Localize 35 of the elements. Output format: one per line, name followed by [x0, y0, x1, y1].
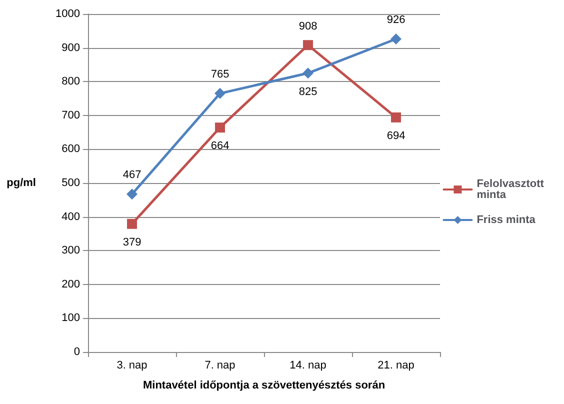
y-tick-label: 600: [62, 143, 80, 156]
point: [390, 34, 402, 45]
legend-label: Friss minta: [476, 214, 536, 226]
data-label: 379: [122, 236, 142, 248]
data-label: 926: [386, 14, 406, 26]
data-label: 825: [298, 86, 318, 98]
x-axis-title: Mintavétel időpontja a szövettenyésztés során: [142, 380, 386, 392]
data-label: 467: [122, 169, 142, 182]
point: [126, 188, 138, 200]
data-label: 908: [298, 20, 318, 33]
y-axis-title: pg/ml: [6, 177, 36, 189]
point: [303, 40, 313, 50]
x-tick-label: 3. nap: [116, 360, 148, 372]
point: [215, 122, 225, 133]
point: [214, 88, 226, 99]
y-tick-label: 700: [62, 109, 80, 122]
x-tick-label: 7. nap: [204, 360, 236, 372]
y-tick-label: 100: [62, 312, 80, 324]
y-tick-label: 400: [62, 210, 80, 223]
y-tick-label: 1000: [56, 8, 80, 20]
point: [127, 218, 137, 229]
data-label: 765: [210, 68, 230, 80]
point: [302, 68, 314, 79]
data-label: 664: [210, 140, 230, 152]
y-tick-label: 0: [74, 346, 80, 358]
x-tick-label: 14. nap: [290, 360, 326, 372]
y-tick-label: 300: [62, 244, 80, 257]
point: [391, 112, 401, 122]
y-tick-label: 500: [62, 177, 80, 189]
x-tick-label: 21. nap: [378, 360, 414, 372]
y-tick-label: 800: [62, 76, 80, 88]
y-tick-label: 900: [62, 42, 80, 54]
data-label: 694: [386, 130, 406, 142]
y-tick-label: 200: [62, 278, 80, 290]
legend-label: Felolvasztott minta: [476, 178, 548, 201]
